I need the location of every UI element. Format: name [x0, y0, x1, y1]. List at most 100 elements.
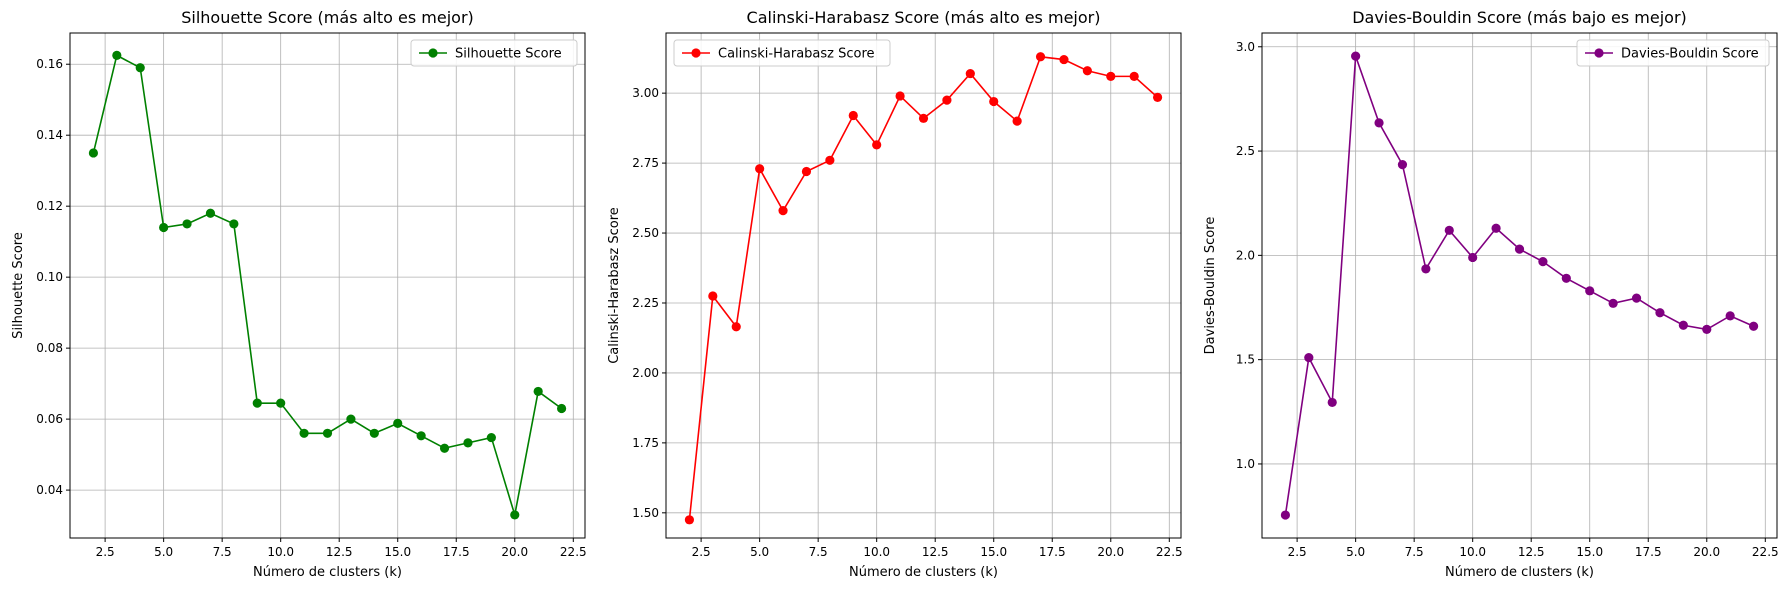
- y-axis-label: Silhouette Score: [11, 232, 26, 339]
- x-tick-label: 20.0: [501, 545, 528, 559]
- chart-panel-3: 2.5 5.0 7.5 10.0 12.5 15.0 17.5 20.0 22.5 1.0 1.5 2…: [1203, 8, 1779, 580]
- x-tick-label: 5.0: [750, 545, 769, 559]
- data-point: [159, 222, 169, 233]
- data-point: [88, 148, 99, 158]
- x-tick-label: 5.0: [154, 545, 173, 559]
- data-point: [1374, 118, 1384, 128]
- data-point: [1152, 92, 1163, 102]
- legend-marker: [1594, 48, 1604, 58]
- y-tick-label: 3.00: [632, 86, 659, 100]
- legend-label: Calinski-Harabasz Score: [718, 47, 875, 62]
- data-point: [1468, 252, 1478, 263]
- data-point: [1304, 352, 1314, 363]
- legend: Davies-Bouldin Score: [1576, 39, 1770, 67]
- data-point: [731, 322, 741, 332]
- data-point: [229, 219, 239, 229]
- y-tick-label: 2.0: [1236, 248, 1255, 262]
- x-tick-label: 2.5: [692, 545, 711, 559]
- data-point: [1491, 223, 1501, 233]
- legend: Silhouette Score: [410, 39, 578, 67]
- x-tick-label: 5.0: [1346, 545, 1365, 559]
- y-tick-label: 1.5: [1236, 353, 1255, 367]
- data-point: [965, 68, 975, 79]
- data-point: [1035, 52, 1046, 62]
- chart-title: Silhouette Score (más alto es mejor): [181, 8, 474, 27]
- data-point: [1561, 273, 1571, 283]
- y-tick-label: 0.04: [36, 483, 63, 497]
- x-tick-label: 22.5: [1752, 545, 1779, 559]
- legend-box: [1576, 39, 1770, 67]
- data-point: [1444, 225, 1454, 235]
- data-point: [1725, 311, 1735, 321]
- data-point: [416, 431, 426, 441]
- x-tick-label: 10.0: [1459, 545, 1486, 559]
- x-tick-label: 7.5: [1405, 545, 1424, 559]
- data-point: [989, 96, 999, 107]
- legend-box: [410, 39, 578, 67]
- x-tick-label: 20.0: [1693, 545, 1720, 559]
- data-point: [1059, 54, 1069, 65]
- x-tick-label: 17.5: [1039, 545, 1066, 559]
- data-point: [346, 414, 356, 424]
- data-point: [778, 206, 788, 216]
- data-point: [1585, 286, 1595, 296]
- chart-title: Calinski-Harabasz Score (más alto es mej…: [747, 8, 1101, 27]
- x-tick-label: 15.0: [1576, 545, 1603, 559]
- data-point: [299, 428, 309, 438]
- data-point: [942, 95, 952, 105]
- x-tick-label: 12.5: [922, 545, 949, 559]
- legend-label: Silhouette Score: [455, 47, 562, 62]
- x-axis-label: Número de clusters (k): [253, 565, 402, 580]
- y-axis-label: Calinski-Harabasz Score: [607, 207, 622, 364]
- y-tick-label: 2.00: [632, 366, 659, 380]
- data-point: [463, 438, 473, 448]
- data-point: [1280, 510, 1291, 520]
- data-point: [1631, 293, 1642, 303]
- y-tick-label: 0.10: [36, 270, 63, 284]
- data-point: [112, 50, 122, 60]
- y-tick-label: 0.16: [36, 57, 63, 71]
- x-tick-label: 10.0: [267, 545, 294, 559]
- data-point: [1678, 320, 1688, 330]
- data-point: [1655, 308, 1665, 318]
- data-point: [918, 113, 929, 123]
- x-tick-label: 7.5: [213, 545, 232, 559]
- legend: Calinski-Harabasz Score: [673, 39, 891, 67]
- x-tick-label: 2.5: [1288, 545, 1307, 559]
- legend-marker: [428, 48, 438, 58]
- x-tick-label: 17.5: [1635, 545, 1662, 559]
- y-axis-label: Davies-Bouldin Score: [1203, 217, 1218, 355]
- data-point: [510, 510, 520, 520]
- y-tick-label: 2.5: [1236, 144, 1255, 158]
- axes-frame: [1261, 32, 1778, 539]
- x-tick-label: 2.5: [96, 545, 115, 559]
- data-point: [439, 443, 450, 453]
- data-point: [801, 166, 812, 177]
- data-point: [708, 291, 718, 301]
- x-axis-label: Número de clusters (k): [849, 565, 998, 580]
- chart-panel-1: 2.5 5.0 7.5 10.0 12.5 15.0 17.5 20.0 22.5 0.04 0.0…: [11, 8, 587, 580]
- data-point: [205, 208, 216, 218]
- y-tick-label: 2.25: [632, 296, 659, 310]
- data-point: [1608, 298, 1618, 308]
- x-tick-label: 22.5: [1156, 545, 1183, 559]
- x-tick-label: 17.5: [443, 545, 470, 559]
- y-tick-label: 0.08: [36, 341, 63, 355]
- y-tick-label: 0.14: [36, 128, 63, 142]
- data-point: [1421, 264, 1431, 274]
- data-point: [755, 164, 765, 174]
- x-tick-label: 12.5: [326, 545, 353, 559]
- data-point: [533, 386, 543, 397]
- x-tick-label: 10.0: [863, 545, 890, 559]
- data-point: [1012, 116, 1022, 126]
- x-tick-label: 20.0: [1097, 545, 1124, 559]
- axes-frame: [665, 32, 1182, 539]
- legend-label: Davies-Bouldin Score: [1621, 47, 1759, 62]
- x-tick-label: 12.5: [1518, 545, 1545, 559]
- data-point: [1514, 244, 1525, 254]
- chart-panel-2: 2.5 5.0 7.5 10.0 12.5 15.0 17.5 20.0 22.5 1.50 1.7…: [607, 8, 1183, 580]
- y-tick-label: 3.0: [1236, 40, 1255, 54]
- data-point: [1538, 257, 1548, 267]
- y-tick-label: 1.0: [1236, 457, 1255, 471]
